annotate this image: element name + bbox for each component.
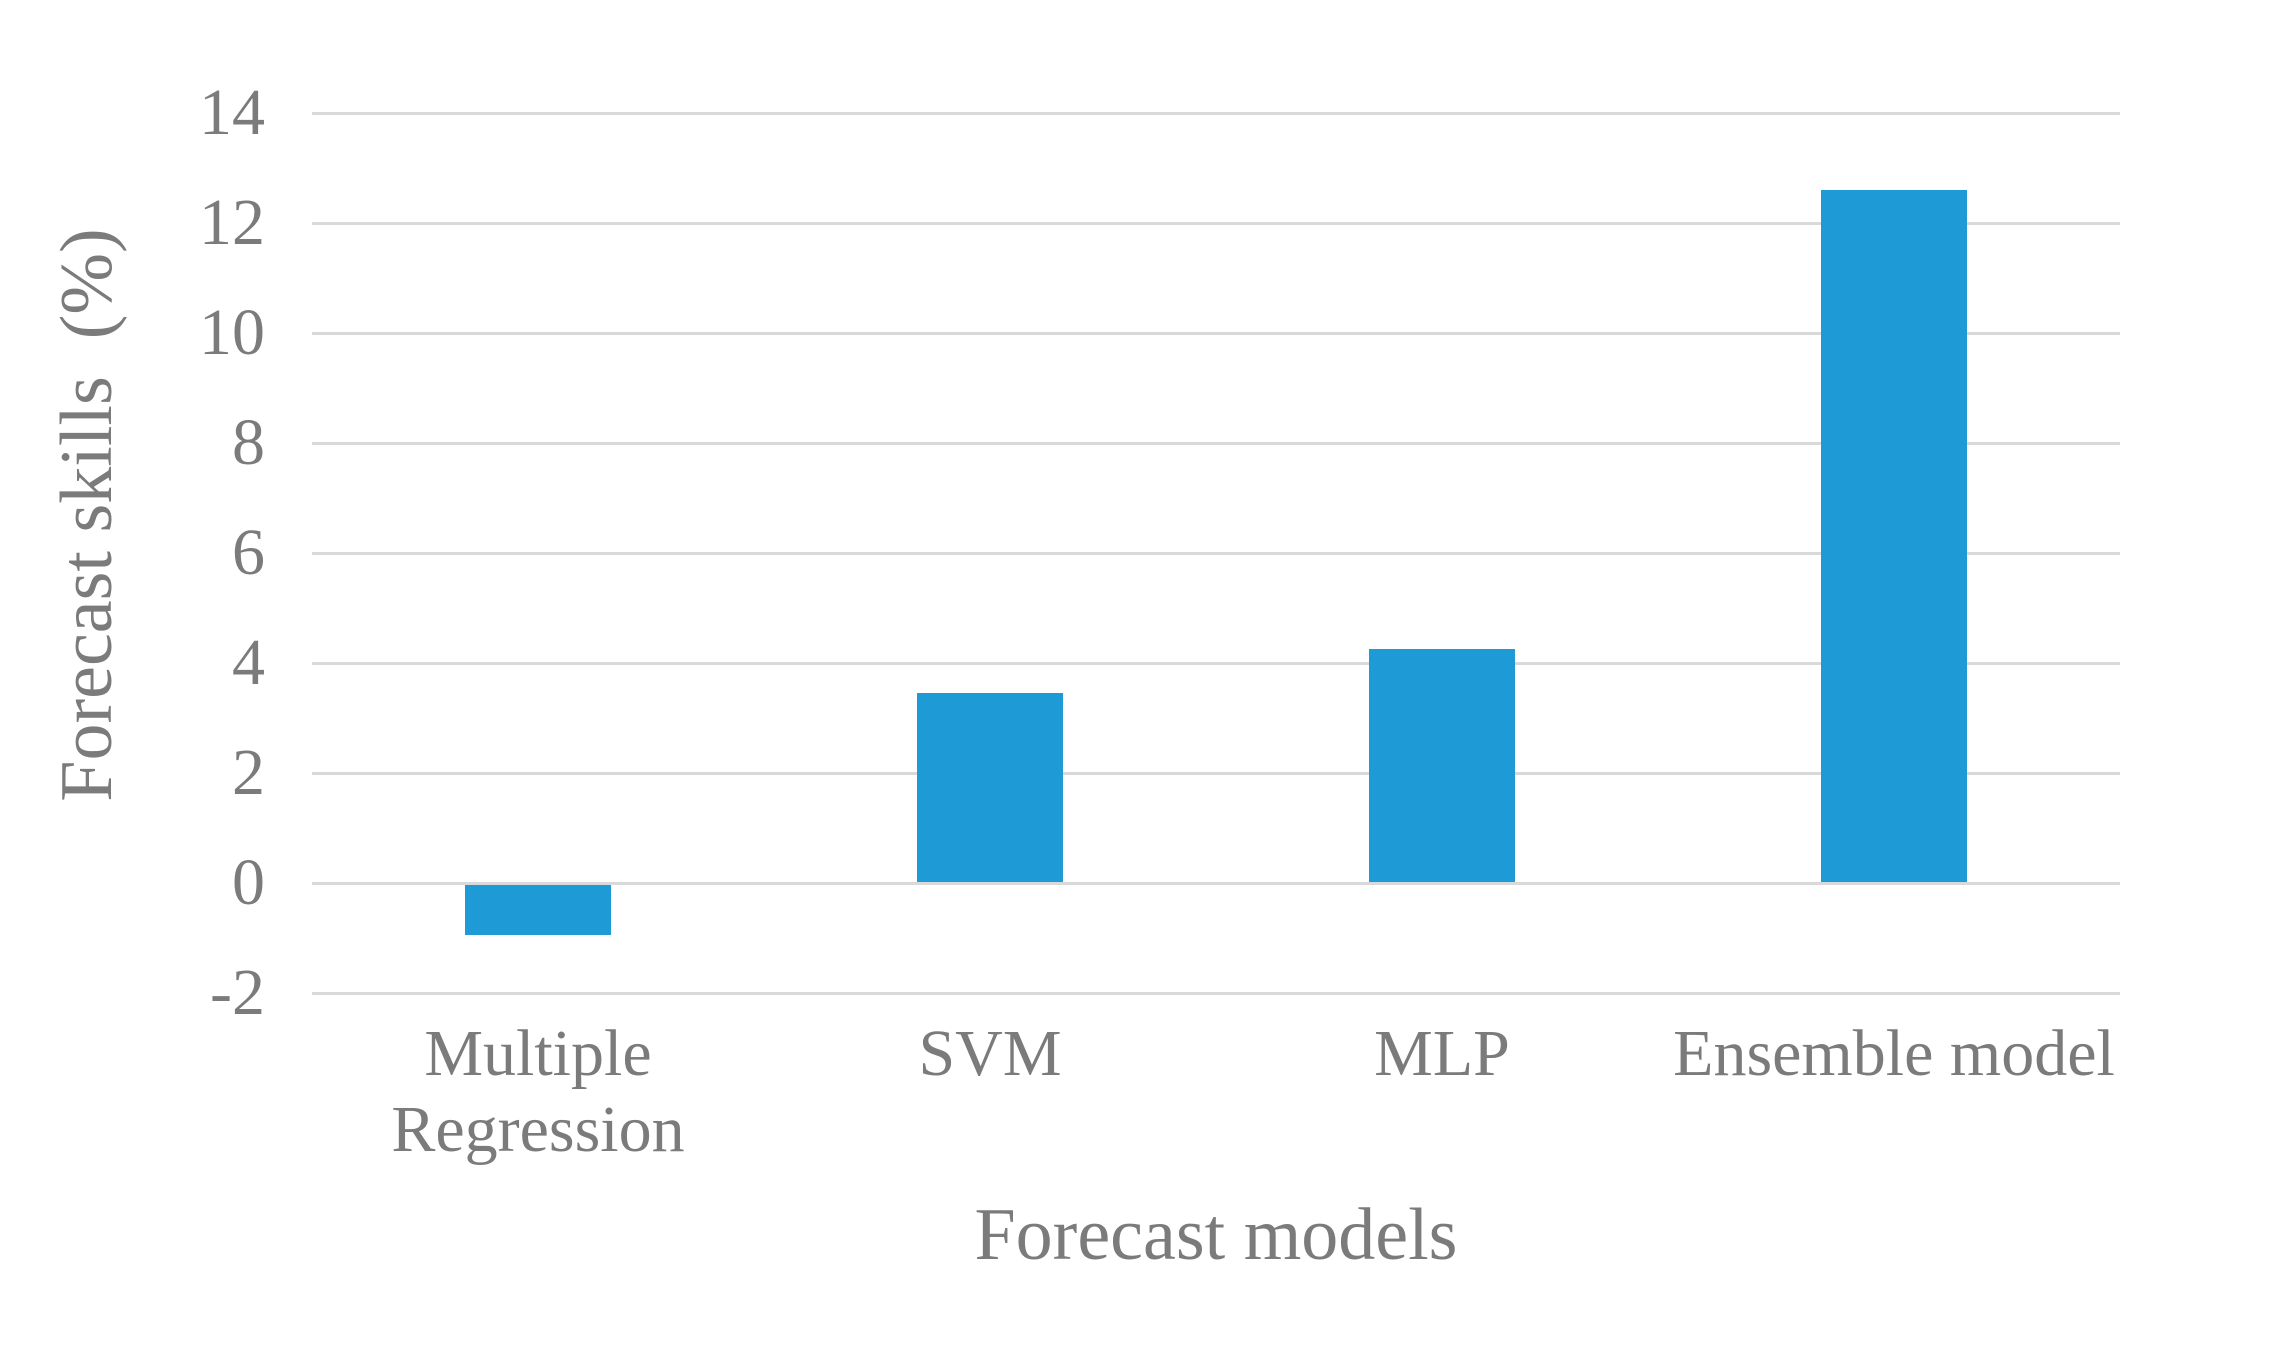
x-category-label-1: Multiple Regression (391, 1017, 685, 1166)
gridline-y-0 (312, 881, 2120, 885)
y-tick-label--2: -2 (210, 956, 265, 1029)
bar-ensemble-model (1821, 190, 1967, 882)
y-tick-label-2: 2 (232, 736, 265, 809)
bar-svm (917, 693, 1063, 882)
gridline-y-8 (312, 441, 2120, 445)
gridline-y-10 (312, 331, 2120, 335)
y-axis-title: Forecast skills (%) (46, 228, 128, 802)
y-tick-label-8: 8 (232, 406, 265, 479)
gridline-y-6 (312, 551, 2120, 555)
bar-multiple-regression (465, 884, 611, 936)
y-tick-label-4: 4 (232, 626, 265, 699)
y-tick-label-12: 12 (199, 186, 265, 259)
gridline-y--2 (312, 991, 2120, 995)
gridline-y-2 (312, 771, 2120, 775)
bar-mlp (1369, 649, 1515, 882)
gridline-y-4 (312, 661, 2120, 665)
y-tick-label-0: 0 (232, 846, 265, 919)
x-category-label-3: MLP (1374, 1017, 1510, 1090)
gridline-y-12 (312, 221, 2120, 225)
x-axis-title: Forecast models (974, 1194, 1458, 1276)
y-tick-label-14: 14 (199, 76, 265, 149)
y-tick-label-6: 6 (232, 516, 265, 589)
gridline-y-14 (312, 111, 2120, 115)
x-category-label-2: SVM (918, 1017, 1062, 1090)
x-category-label-4: Ensemble model (1673, 1017, 2115, 1090)
y-tick-label-10: 10 (199, 296, 265, 369)
